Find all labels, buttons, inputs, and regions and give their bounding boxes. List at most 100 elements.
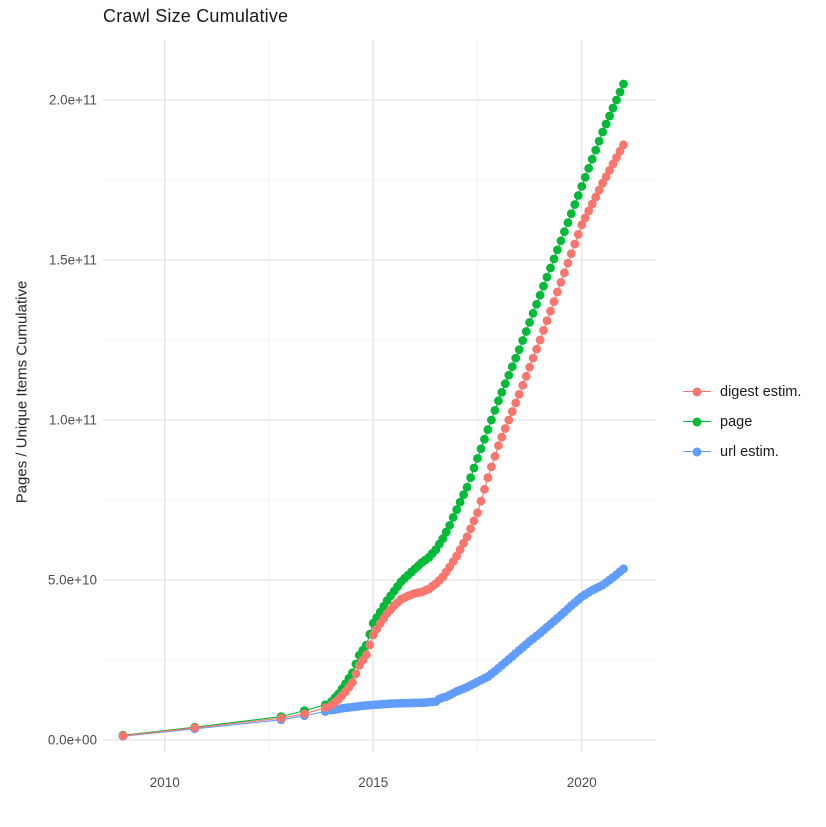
legend-item-page: page <box>683 413 801 430</box>
page-point <box>570 200 580 209</box>
page-point <box>601 119 611 129</box>
digest-estim-point <box>539 326 548 335</box>
page-point <box>497 387 507 397</box>
digest-estim-point <box>542 316 552 326</box>
legend-label: page <box>720 413 753 430</box>
digest-estim-point <box>276 713 286 723</box>
page-point <box>605 111 614 121</box>
page-point <box>494 396 503 406</box>
svg-text:1.0e+11: 1.0e+11 <box>49 413 97 428</box>
digest-estim-point <box>528 353 538 363</box>
legend-key-icon <box>683 446 711 458</box>
digest-estim-point <box>514 390 524 399</box>
page-point <box>553 245 562 255</box>
page-point <box>518 336 528 345</box>
digest-estim-point <box>591 192 601 202</box>
series-digest-estim <box>118 140 628 741</box>
digest-estim-point <box>525 362 534 372</box>
digest-estim-point <box>300 709 309 719</box>
page-point <box>608 103 618 113</box>
digest-estim-point <box>351 669 361 679</box>
digest-estim-point <box>494 441 503 450</box>
digest-estim-point <box>490 451 500 461</box>
digest-estim-point <box>532 344 541 354</box>
digest-estim-point <box>535 335 545 345</box>
page-point <box>438 534 448 543</box>
digest-estim-point <box>580 213 590 223</box>
legend-key-icon <box>683 386 711 398</box>
digest-estim-point <box>504 415 514 425</box>
digest-estim-point <box>473 508 482 518</box>
digest-estim-point <box>348 678 357 687</box>
page-point <box>591 145 601 155</box>
page-point <box>455 497 465 507</box>
page-point <box>560 227 569 237</box>
digest-estim-point <box>546 306 555 316</box>
url-estim-point <box>619 564 628 574</box>
legend-item-url-estim: url estim. <box>683 443 801 460</box>
page-point <box>587 154 597 164</box>
legend-label: url estim. <box>720 443 779 460</box>
page-point <box>511 353 521 363</box>
digest-estim-point <box>566 249 576 258</box>
digest-estim-point <box>469 516 479 526</box>
digest-estim-point <box>462 532 472 542</box>
page-point <box>469 463 479 473</box>
page-point <box>452 505 462 514</box>
page-point <box>487 415 496 425</box>
digest-estim-point <box>584 206 594 216</box>
digest-estim-point <box>511 398 521 408</box>
page-point <box>612 95 621 105</box>
digest-estim-point <box>594 185 604 195</box>
page-point <box>577 182 587 191</box>
digest-estim-point <box>466 524 475 534</box>
svg-text:1.5e+11: 1.5e+11 <box>49 253 97 268</box>
page-point <box>556 236 566 246</box>
gridlines <box>103 40 656 752</box>
page-point <box>480 434 489 444</box>
page-point <box>504 370 514 380</box>
page-point <box>594 136 604 146</box>
page-point <box>549 254 559 264</box>
digest-estim-point <box>361 650 371 660</box>
svg-text:2015: 2015 <box>358 775 388 790</box>
page-point <box>539 281 548 291</box>
legend: digest estim. page url estim. <box>683 383 801 460</box>
digest-estim-point <box>480 484 489 494</box>
digest-estim-point <box>518 380 528 390</box>
page-point <box>445 520 455 530</box>
page-point <box>584 163 594 173</box>
digest-estim-point <box>500 424 510 433</box>
digest-estim-point <box>553 287 562 297</box>
digest-estim-point <box>476 496 486 506</box>
digest-estim-point <box>549 297 559 306</box>
digest-estim-point <box>190 723 200 733</box>
page-point <box>615 87 625 97</box>
digest-estim-point <box>507 407 517 416</box>
series-url-estim <box>118 564 628 741</box>
page-point <box>473 454 482 463</box>
page-point <box>563 218 573 228</box>
page-point <box>619 79 628 89</box>
page-point <box>462 482 472 492</box>
page-point <box>566 209 576 219</box>
page-point <box>573 191 583 200</box>
legend-item-digest-estim: digest estim. <box>683 383 801 400</box>
page-point <box>580 172 590 182</box>
page-point <box>521 327 531 336</box>
page-point <box>500 379 510 389</box>
page-point <box>532 299 541 309</box>
page-point <box>466 473 475 482</box>
digest-estim-point <box>577 220 587 230</box>
axis-tick-labels: 2010 2015 2020 0.0e+00 5.0e+10 1.0e+11 1.5e+11… <box>48 93 597 791</box>
legend-key-icon <box>683 416 711 428</box>
page-point <box>525 318 534 327</box>
svg-text:0.0e+00: 0.0e+00 <box>48 733 97 748</box>
page-point <box>546 263 555 273</box>
page-point <box>441 527 451 537</box>
digest-estim-point <box>556 278 566 287</box>
page-point <box>459 490 468 500</box>
digest-estim-point <box>587 199 597 209</box>
